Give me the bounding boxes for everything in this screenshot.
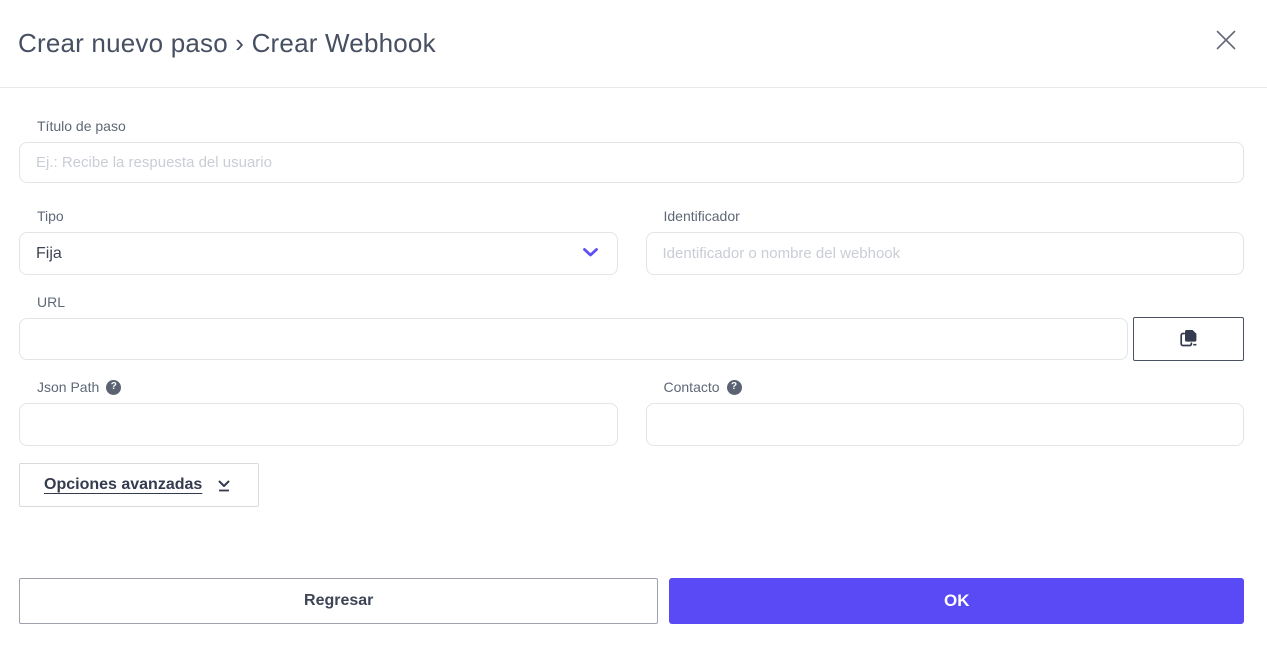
- field-type: Tipo Fija: [19, 208, 618, 275]
- copy-url-button[interactable]: [1133, 317, 1244, 361]
- url-input[interactable]: [19, 318, 1128, 360]
- type-label: Tipo: [37, 208, 64, 224]
- field-contact: Contacto ?: [645, 379, 1244, 446]
- json-path-label: Json Path: [37, 379, 100, 395]
- contact-help-icon[interactable]: ?: [726, 379, 742, 395]
- contact-label: Contacto: [663, 379, 720, 395]
- field-url: URL: [19, 294, 1244, 361]
- copy-icon: [1178, 327, 1200, 352]
- back-button[interactable]: Regresar: [19, 578, 659, 624]
- url-label: URL: [37, 294, 66, 310]
- page-title: Crear nuevo paso › Crear Webhook: [18, 28, 436, 58]
- field-identifier: Identificador: [645, 208, 1244, 275]
- chevron-down-icon: [216, 479, 232, 492]
- json-path-input[interactable]: [19, 403, 618, 446]
- type-select[interactable]: Fija: [19, 232, 618, 275]
- identifier-input[interactable]: [645, 232, 1244, 275]
- contact-input[interactable]: [645, 403, 1244, 446]
- close-icon: [1213, 27, 1239, 56]
- modal-body: Título de paso Tipo Fija Identificador: [0, 88, 1267, 507]
- step-title-input[interactable]: [19, 142, 1244, 183]
- advanced-options-label: Opciones avanzadas: [44, 476, 203, 493]
- modal-actions: Regresar OK: [19, 578, 1244, 624]
- chevron-down-icon: [582, 245, 599, 263]
- type-selected-value: Fija: [36, 244, 62, 262]
- close-button[interactable]: [1211, 26, 1241, 56]
- field-json-path: Json Path ?: [19, 379, 618, 446]
- step-title-label: Título de paso: [37, 118, 126, 134]
- ok-button[interactable]: OK: [669, 578, 1244, 624]
- field-step-title: Título de paso: [19, 118, 1244, 183]
- modal-header: Crear nuevo paso › Crear Webhook: [0, 0, 1267, 88]
- json-path-help-icon[interactable]: ?: [106, 379, 122, 395]
- advanced-options-button[interactable]: Opciones avanzadas: [19, 463, 260, 507]
- identifier-label: Identificador: [663, 208, 740, 224]
